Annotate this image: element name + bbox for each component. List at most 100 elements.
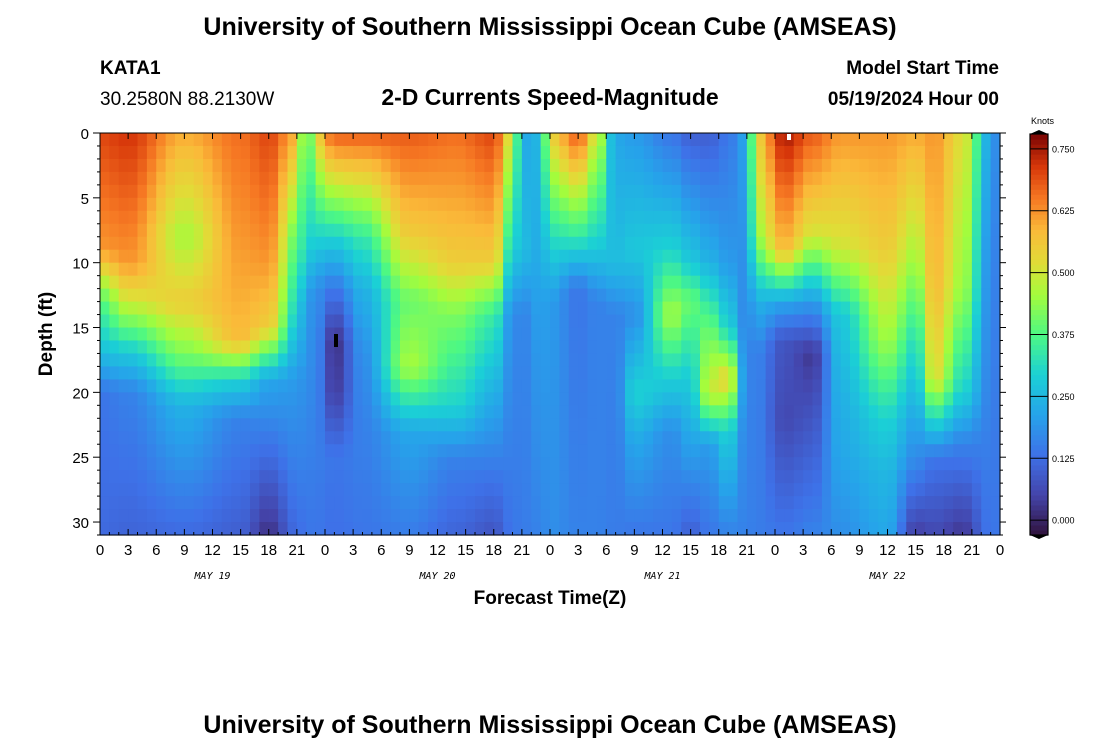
- heatmap-cell: [746, 236, 757, 251]
- heatmap-cell: [240, 197, 251, 212]
- heatmap-cell: [578, 418, 589, 432]
- heatmap-cell: [221, 353, 232, 368]
- colorbar-segment: [1030, 199, 1048, 205]
- heatmap-cell: [175, 444, 185, 458]
- heatmap-cell: [784, 288, 795, 303]
- heatmap-cell: [606, 379, 617, 393]
- heatmap-cell: [268, 509, 279, 523]
- heatmap-cell: [512, 366, 523, 380]
- heatmap-cell: [203, 457, 214, 471]
- heatmap-cell: [221, 158, 232, 173]
- heatmap-cell: [737, 197, 748, 212]
- heatmap-cell: [512, 275, 523, 290]
- heatmap-cell: [156, 457, 167, 471]
- heatmap-cell: [268, 236, 279, 251]
- heatmap-cell: [503, 184, 514, 199]
- heatmap-cell: [803, 509, 814, 523]
- heatmap-cell: [193, 223, 204, 238]
- heatmap-cell: [784, 314, 795, 329]
- heatmap-cell: [568, 392, 579, 406]
- heatmap-cell: [615, 379, 626, 393]
- heatmap-cell: [428, 236, 439, 251]
- heatmap-cell: [625, 288, 635, 303]
- heatmap-cell: [971, 288, 982, 303]
- heatmap-cell: [653, 184, 664, 199]
- heatmap-cell: [690, 288, 701, 303]
- heatmap-cell: [625, 236, 635, 251]
- heatmap-cell: [156, 483, 167, 497]
- heatmap-cell: [868, 405, 879, 419]
- heatmap-cell: [831, 145, 842, 160]
- heatmap-cell: [765, 288, 776, 303]
- heatmap-cell: [746, 158, 757, 173]
- heatmap-cell: [456, 457, 467, 471]
- heatmap-cell: [493, 158, 504, 173]
- heatmap-cell: [700, 470, 710, 484]
- heatmap-cell: [550, 133, 560, 147]
- heatmap-cell: [953, 522, 964, 536]
- heatmap-cell: [653, 353, 664, 368]
- heatmap-cell: [240, 327, 251, 342]
- heatmap-cell: [446, 210, 457, 225]
- heatmap-cell: [718, 158, 729, 173]
- heatmap-cell: [306, 275, 317, 290]
- heatmap-cell: [643, 522, 654, 536]
- heatmap-cell: [203, 405, 214, 419]
- heatmap-cell: [146, 522, 157, 536]
- heatmap-cell: [700, 262, 710, 277]
- heatmap-cell: [737, 483, 748, 497]
- heatmap-cell: [146, 197, 157, 212]
- heatmap-cell: [325, 522, 335, 536]
- heatmap-cell: [278, 158, 289, 173]
- heatmap-cell: [231, 158, 242, 173]
- heatmap-cell: [728, 301, 739, 316]
- colorbar-segment: [1030, 319, 1048, 326]
- heatmap-cell: [943, 210, 954, 225]
- heatmap-cell: [568, 522, 579, 536]
- heatmap-cell: [446, 133, 457, 147]
- heatmap-cell: [990, 379, 1001, 393]
- x-tick-label: 0: [96, 542, 104, 559]
- colorbar-segment: [1030, 434, 1048, 441]
- heatmap-cell: [634, 522, 645, 536]
- heatmap-cell: [765, 145, 776, 160]
- heatmap-cell: [418, 431, 429, 445]
- heatmap-cell: [878, 470, 889, 484]
- heatmap-cell: [775, 145, 785, 160]
- heatmap-cell: [840, 249, 851, 264]
- heatmap-cell: [100, 184, 110, 199]
- heatmap-cell: [109, 145, 120, 160]
- heatmap-cell: [540, 327, 551, 342]
- heatmap-cell: [793, 275, 804, 290]
- heatmap-cell: [250, 457, 260, 471]
- heatmap-cell: [765, 431, 776, 445]
- heatmap-cell: [231, 145, 242, 160]
- heatmap-cell: [559, 483, 570, 497]
- heatmap-cell: [821, 314, 832, 329]
- heatmap-cell: [334, 340, 345, 355]
- heatmap-cell: [606, 418, 617, 432]
- heatmap-cell: [390, 327, 401, 342]
- heatmap-cell: [493, 184, 504, 199]
- heatmap-cell: [953, 133, 964, 147]
- heatmap-cell: [990, 366, 1001, 380]
- heatmap-cell: [868, 444, 879, 458]
- heatmap-cell: [475, 314, 485, 329]
- heatmap-cell: [409, 470, 420, 484]
- heatmap-cell: [690, 509, 701, 523]
- heatmap-cell: [962, 158, 973, 173]
- heatmap-cell: [821, 483, 832, 497]
- heatmap-cell: [990, 327, 1001, 342]
- heatmap-cell: [925, 158, 935, 173]
- heatmap-cell: [775, 366, 785, 380]
- heatmap-cell: [175, 301, 185, 316]
- heatmap-cell: [775, 171, 785, 186]
- y-tick-label: 20: [72, 385, 89, 402]
- heatmap-cell: [306, 223, 317, 238]
- heatmap-cell: [503, 314, 514, 329]
- heatmap-cell: [287, 210, 298, 225]
- heatmap-cell: [165, 314, 176, 329]
- heatmap-cell: [812, 223, 823, 238]
- heatmap-cell: [859, 158, 870, 173]
- heatmap-cell: [128, 145, 139, 160]
